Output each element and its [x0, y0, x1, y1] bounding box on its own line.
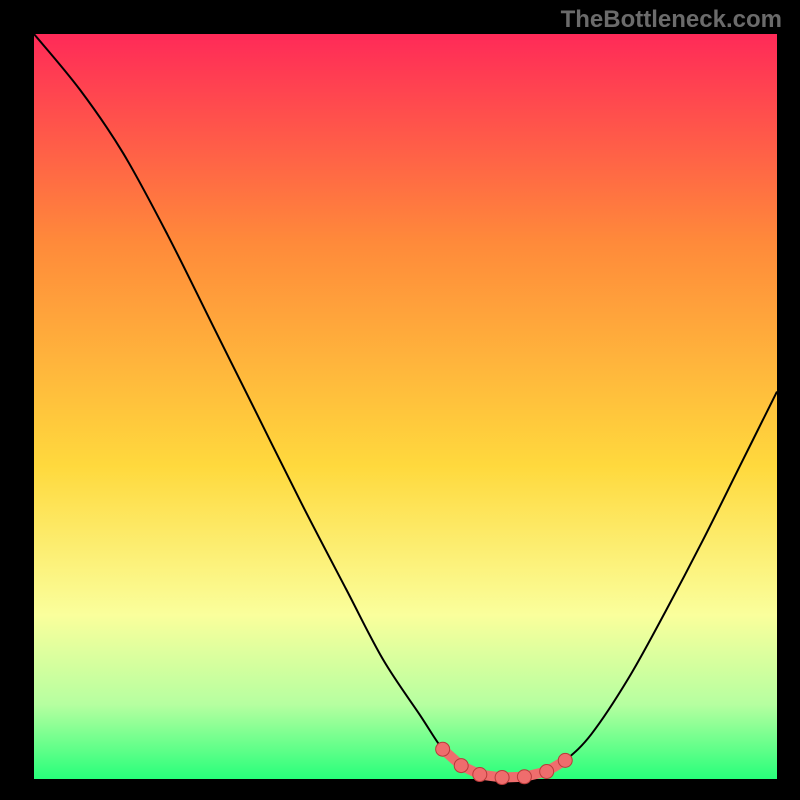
marker-group: [436, 742, 573, 784]
watermark-text: TheBottleneck.com: [561, 6, 782, 34]
marker-point: [517, 770, 531, 784]
marker-point: [473, 768, 487, 782]
marker-point: [495, 771, 509, 785]
marker-point: [436, 742, 450, 756]
curve-line: [34, 34, 777, 778]
marker-point: [540, 765, 554, 779]
marker-point: [558, 753, 572, 767]
chart-svg: [34, 34, 777, 779]
bottleneck-chart: [34, 34, 777, 779]
marker-point: [454, 759, 468, 773]
